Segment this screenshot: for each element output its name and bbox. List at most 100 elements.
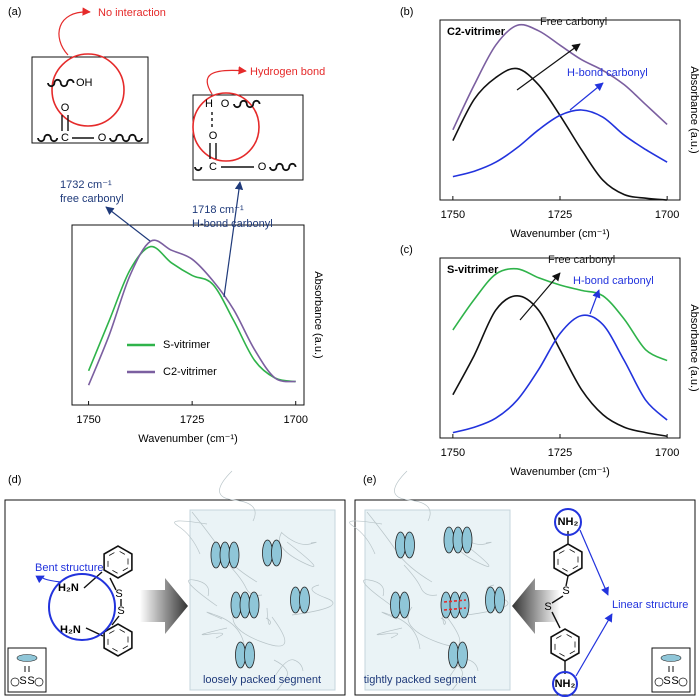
mesogen: [494, 586, 505, 614]
caption: tightly packed segment: [364, 674, 477, 686]
chart-title: C2-vitrimer: [447, 26, 506, 38]
series-line: [452, 314, 668, 434]
mesogen: [448, 641, 459, 669]
wavy-chain: [233, 99, 261, 109]
bond: [109, 577, 117, 591]
x-axis-label: Wavenumber (cm⁻¹): [138, 433, 238, 445]
inset-mesogen: [660, 654, 682, 662]
atom: S: [115, 588, 122, 600]
panel-label: (d): [8, 474, 21, 486]
wavy-chain: [47, 78, 75, 88]
mesogen: [299, 586, 310, 614]
atom: C: [209, 161, 217, 173]
polymer-chain: [265, 607, 271, 625]
mesogen: [395, 531, 406, 559]
polymer-chain: [271, 659, 304, 682]
series-line: [452, 294, 668, 437]
plot-frame: [71, 224, 305, 406]
mesogen: [230, 591, 242, 619]
legend-label: S-vitrimer: [163, 339, 210, 351]
panel-label: (c): [400, 244, 413, 256]
x-tick-label: 1725: [548, 447, 572, 459]
caption: loosely packed segment: [203, 674, 321, 686]
series-line: [452, 23, 668, 131]
mesogen: [452, 526, 464, 554]
polymer-chain: [394, 470, 431, 522]
atom: H₂N: [60, 624, 81, 636]
polymer-chain: [188, 579, 218, 607]
mesogen: [262, 539, 273, 567]
mesogen: [440, 591, 452, 619]
arrow: [579, 529, 609, 596]
polymer-chain: [376, 627, 403, 639]
annotation: Free carbonyl: [548, 254, 615, 266]
arrow: [58, 7, 91, 56]
mesogen: [390, 591, 401, 619]
highlight-circle: [554, 508, 582, 536]
series-line: [452, 267, 668, 362]
polymer-chain: [219, 470, 256, 522]
x-tick-label: 1725: [180, 414, 204, 426]
highlight-circle: [51, 53, 125, 127]
x-tick-label: 1700: [655, 209, 679, 221]
polymer-chain: [363, 579, 393, 607]
packing-arrow: [140, 578, 188, 634]
annotation: 1732 cm⁻¹: [60, 179, 112, 191]
bond: [111, 615, 120, 626]
mesogen: [485, 586, 496, 614]
packing-arrow: [512, 578, 560, 634]
bond: [551, 595, 564, 604]
series-line: [452, 109, 668, 178]
inset-ring: [678, 677, 688, 687]
polymer-chain: [403, 564, 438, 596]
bond: [83, 571, 103, 589]
arrow: [589, 289, 601, 315]
annotation: Free carbonyl: [540, 16, 607, 28]
polymer-chain: [201, 627, 228, 639]
chart-title: S-vitrimer: [447, 264, 499, 276]
wavy-chain: [269, 162, 297, 172]
polymer-chain: [446, 659, 479, 682]
panel-label: (e): [363, 474, 376, 486]
atom: NH₂: [555, 678, 576, 690]
y-axis-label: Absorbance (a.u.): [688, 66, 700, 153]
callout: Bent structure: [35, 562, 103, 574]
inset-atom: S: [671, 675, 678, 687]
mesogen: [248, 591, 260, 619]
x-axis-label: Wavenumber (cm⁻¹): [510, 466, 610, 478]
mesogen: [228, 541, 240, 569]
panel-label: (b): [400, 6, 413, 18]
interaction-mark: [443, 599, 467, 603]
arrow: [206, 66, 247, 95]
mesogen: [290, 586, 301, 614]
annotation: H-bond carbonyl: [567, 67, 648, 79]
mesogen: [457, 641, 468, 669]
polymer-chain: [232, 606, 286, 647]
arrow: [35, 575, 61, 584]
bond: [565, 575, 569, 587]
x-axis-label: Wavenumber (cm⁻¹): [510, 228, 610, 240]
arrow: [105, 206, 151, 242]
polymer-chain: [281, 532, 317, 545]
atom: H₂N: [58, 582, 79, 594]
arrow: [519, 272, 561, 321]
atom: S: [562, 585, 569, 597]
polymer-chain: [279, 531, 315, 567]
mesogen: [219, 541, 231, 569]
matrix-box: [189, 509, 336, 691]
scheme-box: [31, 56, 149, 144]
inset-ring: [34, 677, 44, 687]
atom: O: [221, 98, 230, 110]
x-tick-label: 1700: [655, 447, 679, 459]
interaction-mark: [443, 607, 467, 611]
inset-atom: S: [663, 675, 670, 687]
mesogen: [210, 541, 222, 569]
x-tick-label: 1750: [441, 209, 465, 221]
wavy-chain: [37, 133, 59, 143]
atom: O: [258, 161, 267, 173]
atom: H: [205, 98, 213, 110]
highlight-circle: [48, 573, 116, 641]
atom: OH: [76, 77, 93, 89]
